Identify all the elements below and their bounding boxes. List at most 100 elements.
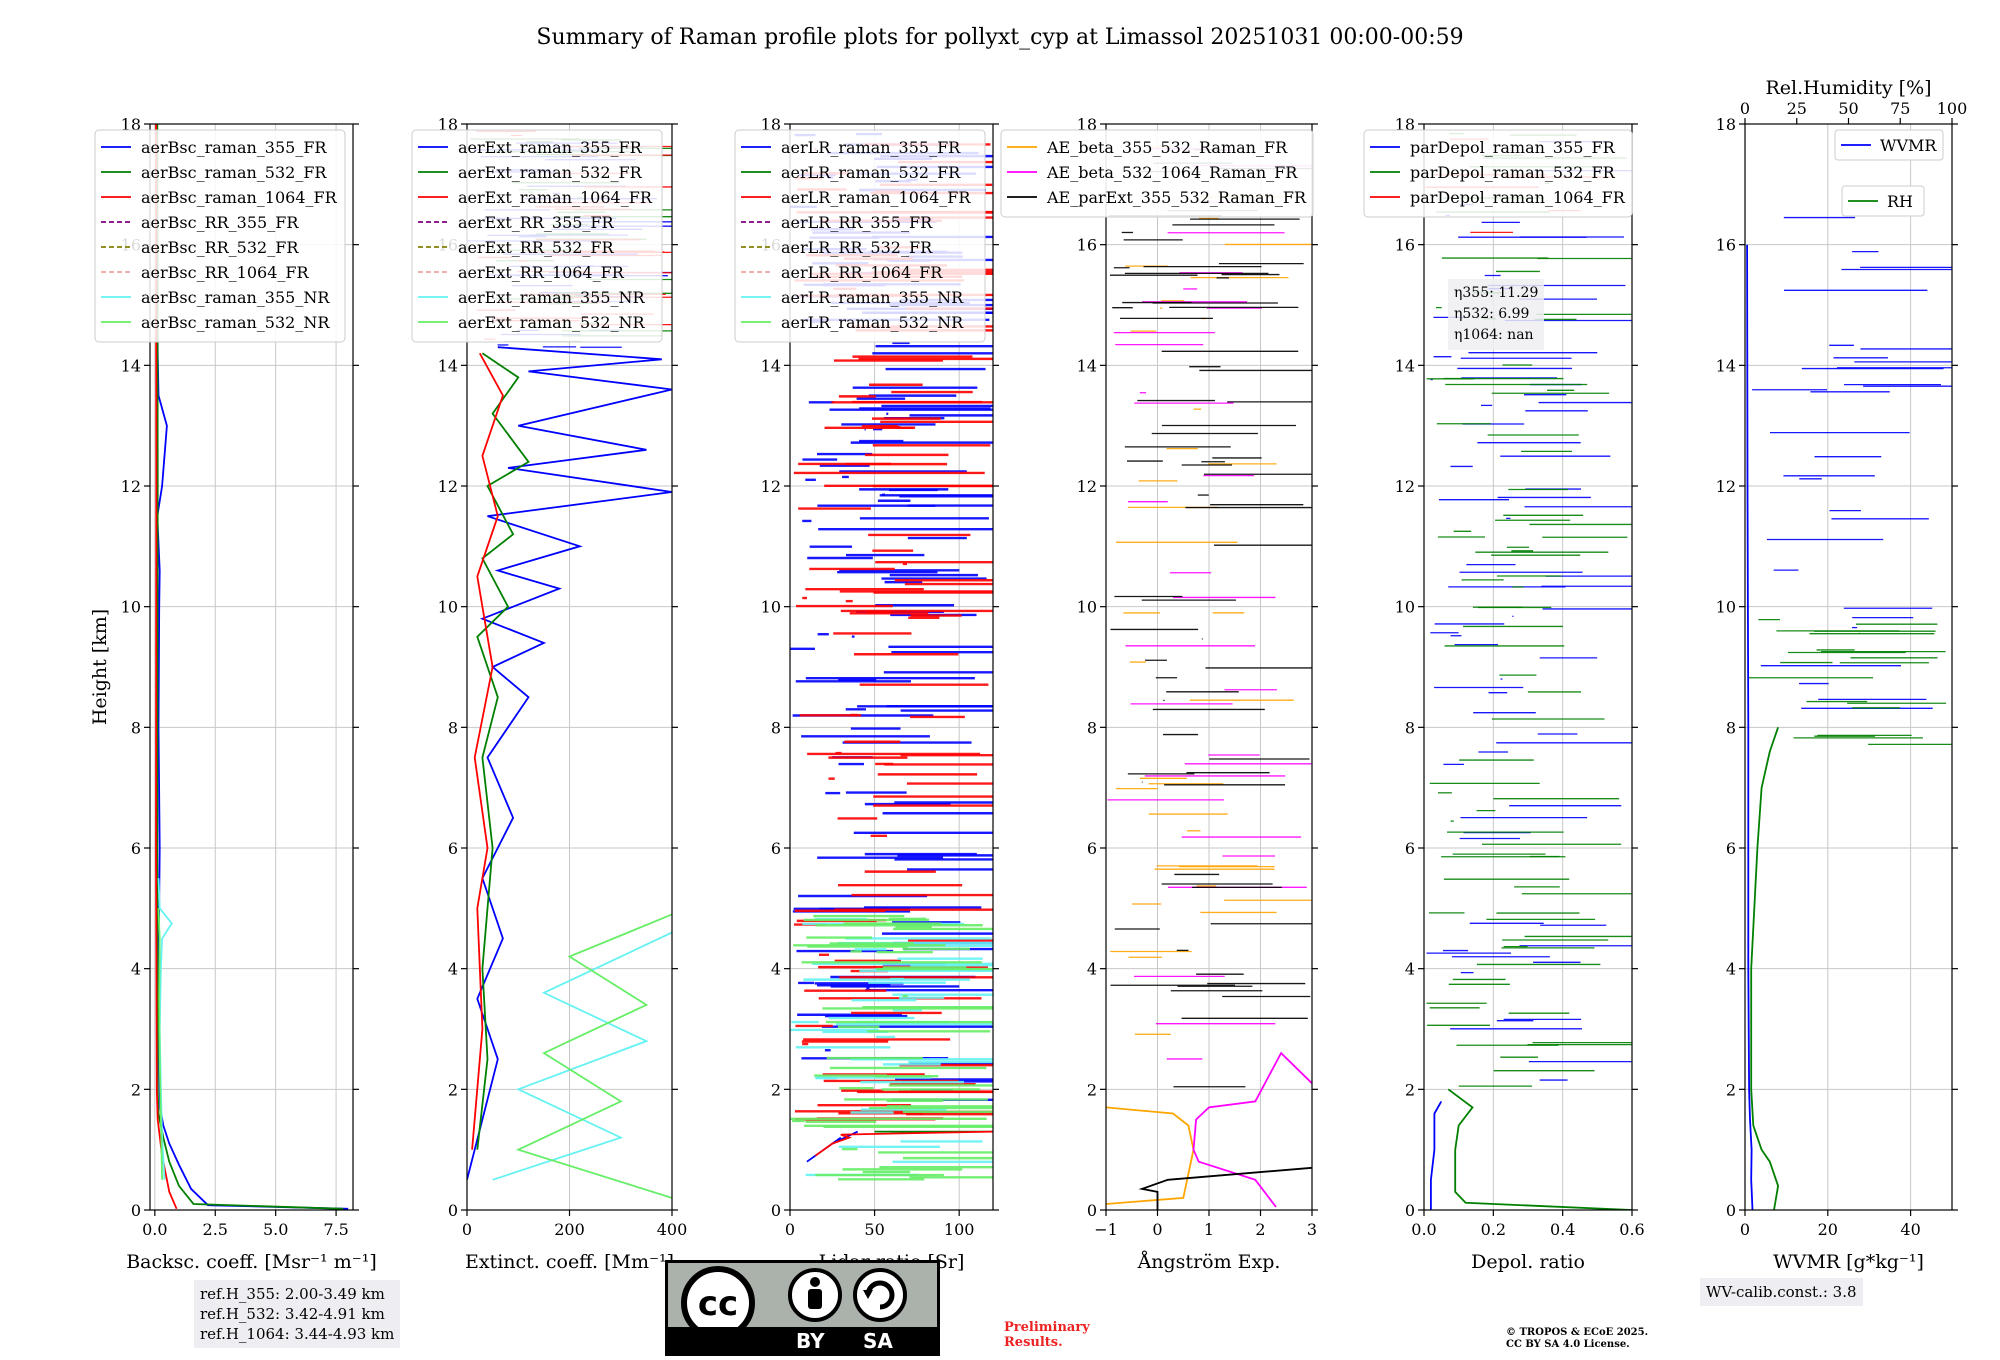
y-tick-label: 2: [448, 1080, 458, 1099]
eta-box: η355: 11.29 η532: 6.99 η1064: nan: [1448, 279, 1545, 350]
y-tick-label: 12: [1716, 477, 1736, 496]
y-tick-label: 0: [1087, 1201, 1097, 1220]
series-aerBsc_raman_355_FR: [155, 124, 349, 1210]
y-tick-label: 4: [1726, 960, 1736, 979]
wv-calib-box: WV-calib.const.: 3.8: [1700, 1278, 1863, 1306]
series-aerExt_raman_532_FR: [476, 352, 530, 1150]
y-tick-label: 18: [1716, 115, 1736, 134]
eta-355: η355: 11.29: [1454, 285, 1539, 301]
y-tick-label: 10: [1395, 598, 1415, 617]
x-axis-label: Extinct. coeff. [Mm⁻¹]: [465, 1251, 674, 1273]
y-tick-label: 18: [761, 115, 781, 134]
series-parDepol_raman_532_FR: [1447, 1088, 1632, 1210]
x-tick-label: 400: [657, 1220, 688, 1239]
legend-box: [1841, 185, 1925, 217]
axes-frame: [1744, 123, 1953, 1211]
legend-label-aerExt_raman_355_NR: aerExt_raman_355_NR: [458, 288, 646, 307]
y-tick-label: 6: [771, 839, 781, 858]
legend-label-parDepol_raman_355_FR: parDepol_raman_355_FR: [1410, 138, 1616, 157]
legend-label-aerLR_raman_1064_FR: aerLR_raman_1064_FR: [781, 188, 971, 207]
y-tick-label: 6: [1405, 839, 1415, 858]
y-tick-label: 18: [438, 115, 458, 134]
series-aerExt_raman_1064_FR: [471, 352, 504, 1150]
by-person-icon: [788, 1268, 842, 1322]
sa-share-alike-icon: [853, 1268, 907, 1322]
x-tick-label: 0: [462, 1220, 472, 1239]
plot-area: [1746, 216, 1952, 1210]
preliminary-results-note: Preliminary Results.: [1004, 1320, 1090, 1350]
legend-box: [94, 129, 346, 343]
cc-label-bar: BY SA: [668, 1327, 937, 1353]
cc-license-badge[interactable]: cc BY SA: [665, 1260, 940, 1356]
y-tick-label: 12: [761, 477, 781, 496]
legend-label-aerBsc_raman_1064_FR: aerBsc_raman_1064_FR: [141, 188, 338, 207]
y-tick-label: 4: [131, 960, 141, 979]
series-AE_beta_532_1064_Raman_FR: [1192, 1051, 1312, 1208]
x-axis-label: Ångström Exp.: [1137, 1251, 1281, 1273]
plot-area: [155, 124, 349, 1210]
legend-label-aerBsc_raman_532_NR: aerBsc_raman_532_NR: [141, 313, 330, 332]
eta-1064: η1064: nan: [1454, 327, 1534, 343]
legend-label-AE_beta_355_532_Raman_FR: AE_beta_355_532_Raman_FR: [1046, 138, 1288, 157]
y-tick-label: 0: [131, 1201, 141, 1220]
cc-by-label: BY: [796, 1329, 825, 1353]
series-aerExt_raman_532_NR: [515, 913, 672, 1199]
x-tick-label: 2.5: [203, 1220, 228, 1239]
x-tick-label: 200: [554, 1220, 585, 1239]
y-tick-label: 2: [131, 1080, 141, 1099]
x-tick-label: 0: [1152, 1220, 1162, 1239]
y-tick-label: 16: [1077, 236, 1097, 255]
axes-frame: [1423, 123, 1633, 1211]
x-tick-label: 2: [1255, 1220, 1265, 1239]
x-top-tick-label: 100: [1937, 99, 1968, 118]
x-top-tick-label: 0: [1740, 99, 1750, 118]
series-aerExt_raman_355_FR: [467, 346, 672, 1181]
legend: WVMR RH: [1834, 129, 1944, 217]
legend: aerLR_raman_355_FR aerLR_raman_532_FR aerL…: [734, 129, 986, 343]
y-tick-label: 18: [1077, 115, 1097, 134]
x-tick-label: 0.2: [1481, 1220, 1506, 1239]
y-tick-label: 0: [448, 1201, 458, 1220]
y-tick-label: 4: [448, 960, 458, 979]
x-tick-label: 0.0: [142, 1220, 167, 1239]
y-tick-label: 14: [761, 356, 781, 375]
svg-text:cc: cc: [698, 1284, 738, 1324]
axes-frame: [149, 123, 354, 1211]
legend-label-aerBsc_RR_1064_FR: aerBsc_RR_1064_FR: [141, 263, 310, 282]
x-tick-label: 0: [785, 1220, 795, 1239]
legend: aerBsc_raman_355_FR aerBsc_raman_532_FRae…: [94, 129, 346, 343]
x-tick-label: 3: [1307, 1220, 1317, 1239]
plot-area: [1106, 146, 1312, 1210]
axes-frame: [789, 123, 994, 1211]
copyright-note: © TROPOS & ECoE 2025. CC BY SA 4.0 Licen…: [1506, 1327, 1746, 1351]
legend-label-WVMR: WVMR: [1880, 136, 1937, 155]
y-tick-label: 0: [1726, 1201, 1736, 1220]
series-WVMR: [1746, 244, 1754, 1210]
legend-label-aerLR_raman_355_FR: aerLR_raman_355_FR: [781, 138, 961, 157]
y-tick-label: 4: [1405, 960, 1415, 979]
legend-box: [1000, 129, 1314, 218]
reference-height-box: ref.H_355: 2.00-3.49 km ref.H_532: 3.42-…: [194, 1280, 401, 1348]
legend-label-AE_beta_532_1064_Raman_FR: AE_beta_532_1064_Raman_FR: [1046, 163, 1298, 182]
legend: aerExt_raman_355_FR aerExt_raman_532_FRae…: [411, 129, 663, 343]
legend-label-aerLR_RR_355_FR: aerLR_RR_355_FR: [781, 213, 933, 232]
y-tick-label: 16: [1716, 236, 1736, 255]
cc-icon: cc: [681, 1266, 907, 1327]
y-tick-label: 10: [1077, 598, 1097, 617]
x-axis-label: WVMR [g*kg⁻¹]: [1773, 1251, 1924, 1273]
series-aerBsc_raman_1064_FR: [155, 124, 178, 1210]
legend-box: [734, 129, 986, 343]
y-tick-label: 18: [1395, 115, 1415, 134]
legend-label-aerBsc_RR_355_FR: aerBsc_RR_355_FR: [141, 213, 299, 232]
y-tick-label: 12: [438, 477, 458, 496]
x-top-axis-label: Rel.Humidity [%]: [1765, 77, 1931, 99]
x-tick-label: 50: [864, 1220, 884, 1239]
legend-label-aerExt_raman_532_NR: aerExt_raman_532_NR: [458, 313, 646, 332]
eta-532: η532: 6.99: [1454, 306, 1530, 322]
legend-label-AE_parExt_355_532_Raman_FR: AE_parExt_355_532_Raman_FR: [1046, 188, 1307, 207]
y-tick-label: 6: [1726, 839, 1736, 858]
legend-label-aerExt_raman_355_FR: aerExt_raman_355_FR: [458, 138, 643, 157]
y-tick-label: 12: [1395, 477, 1415, 496]
panel-5: 0 2 4 6 8 10 12 14 16 18 0.0 0.2 0.4 0.6 Depol. ratio p…: [1363, 115, 1645, 1273]
